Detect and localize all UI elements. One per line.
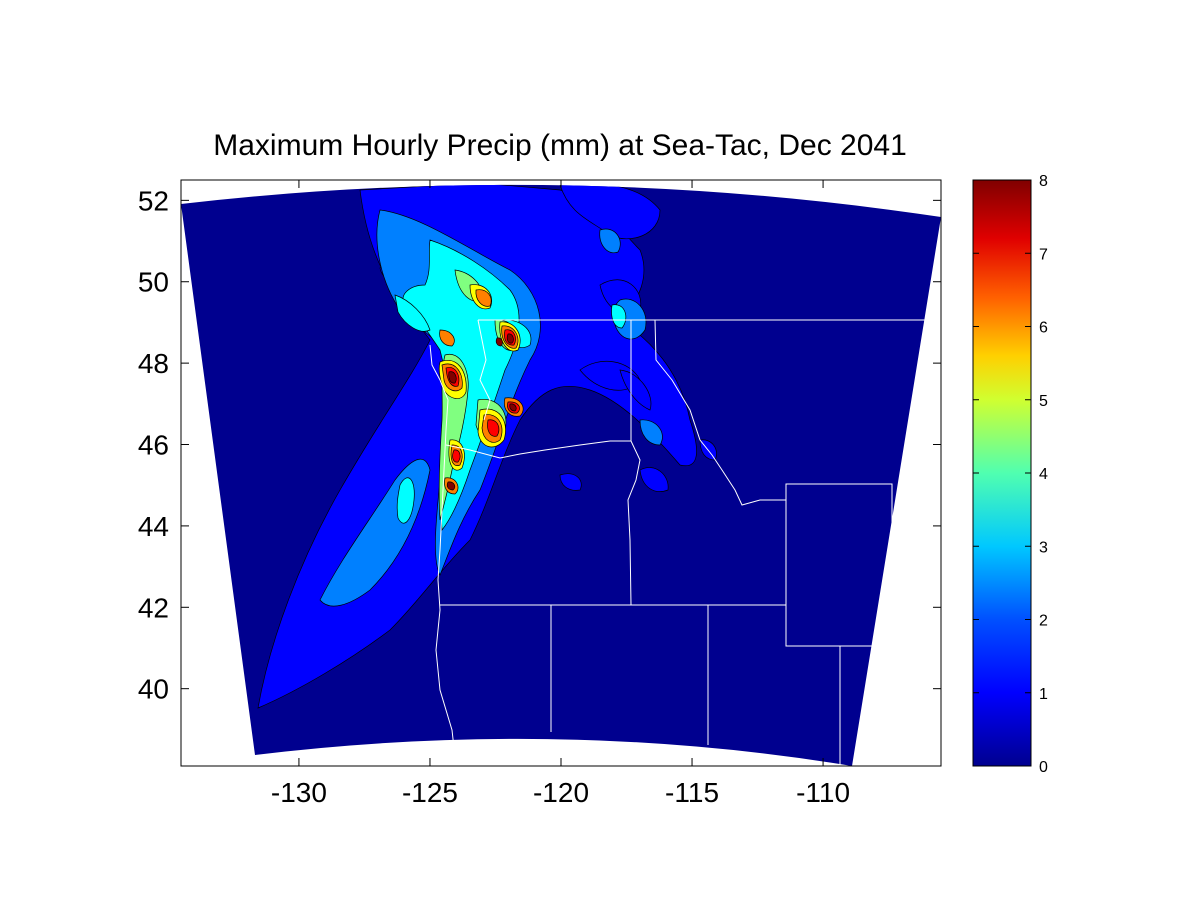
- state-boundaries: [429, 319, 941, 766]
- y-axis: 40 42 44 46 48 50 52: [138, 185, 941, 705]
- coastline: [429, 344, 457, 766]
- map-title: Maximum Hourly Precip (mm) at Sea-Tac, D…: [213, 129, 907, 162]
- y-tick-label: 40: [138, 674, 169, 705]
- x-tick-label: -110: [796, 777, 850, 808]
- or-id-border: [627, 440, 641, 606]
- colorbar-tick-label: 6: [1039, 320, 1048, 337]
- y-tick-label: 44: [138, 511, 169, 542]
- colorbar-tick-label: 3: [1039, 539, 1048, 556]
- puget-sound: [477, 319, 491, 421]
- colorbar-tick-label: 7: [1039, 246, 1048, 263]
- x-tick-label: -115: [665, 777, 719, 808]
- colorbar-ticks: 0 1 2 3 4 5 6 7 8: [973, 173, 1048, 776]
- colorbar-tick-label: 1: [1039, 686, 1048, 703]
- x-axis: -130 -125 -120 -115 -110: [271, 180, 850, 808]
- wa-or-border: [445, 440, 631, 459]
- colorbar-tick-label: 8: [1039, 173, 1048, 190]
- x-tick-label: -125: [402, 777, 458, 808]
- y-tick-label: 48: [138, 348, 169, 379]
- colorbar-gradient: [972, 179, 1032, 767]
- colorbar-tick-label: 5: [1039, 393, 1048, 410]
- colorbar: 0 1 2 3 4 5 6 7 8: [972, 173, 1048, 776]
- y-tick-label: 52: [138, 185, 169, 216]
- map-axes: [181, 184, 941, 766]
- x-tick-label: -130: [271, 777, 327, 808]
- colorbar-tick-label: 4: [1039, 466, 1048, 483]
- id-mt-border: [654, 319, 786, 506]
- x-tick-label: -120: [533, 777, 589, 808]
- colorbar-tick-label: 2: [1039, 613, 1048, 630]
- y-tick-label: 42: [138, 592, 169, 623]
- y-tick-label: 50: [138, 267, 169, 298]
- y-tick-label: 46: [138, 430, 169, 461]
- wyoming-outline: [785, 483, 893, 647]
- colorbar-tick-label: 0: [1039, 759, 1048, 776]
- precip-contours: [257, 184, 717, 709]
